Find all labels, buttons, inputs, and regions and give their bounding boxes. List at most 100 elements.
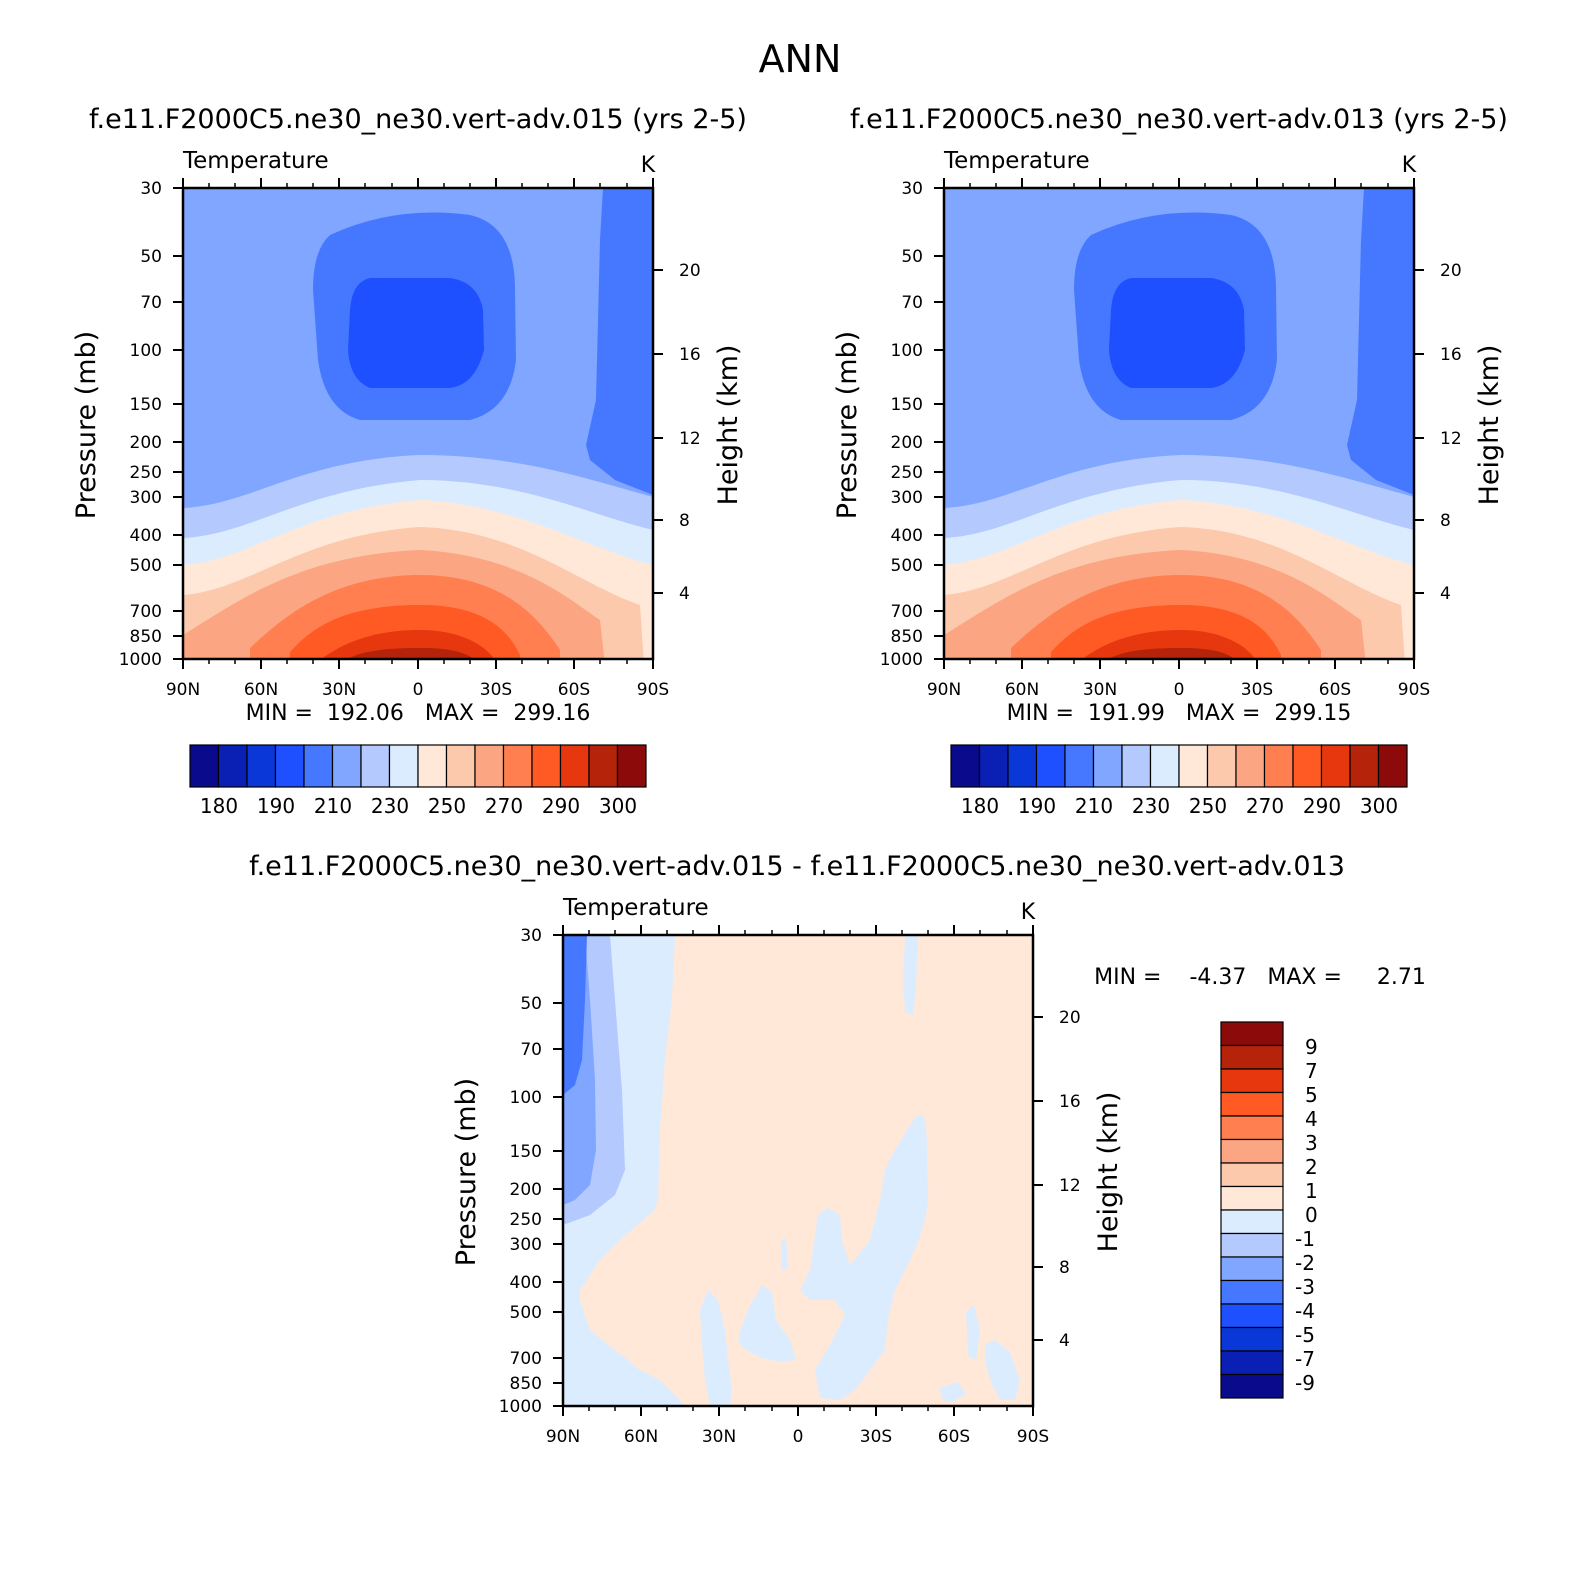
panel-1-ticks — [173, 178, 663, 669]
colorbar-1: 180 190 210 230 250 270 290 300 — [189, 744, 647, 818]
y-tick-label: 50 — [901, 247, 923, 267]
y-tick-label: 700 — [130, 602, 162, 622]
y-tick-label: 300 — [130, 488, 162, 508]
y-tick-label: 500 — [891, 556, 923, 576]
colorbar-3: 9 7 5 4 3 2 1 0 -1 -2 -3 -4 -5 -7 -9 — [1220, 1021, 1318, 1399]
y2-tick-label: 20 — [1440, 261, 1462, 281]
contour-fill-neg1-0-e — [781, 1238, 788, 1270]
panel-1-y-tick-labels: 30 50 70 100 150 200 250 300 400 500 700… — [119, 179, 162, 670]
panel-1-y2-tick-labels: 20 16 12 8 4 — [679, 261, 701, 604]
colorbar-box — [388, 744, 419, 788]
contour-fill-300b — [1108, 648, 1235, 659]
colorbar-box — [1220, 1138, 1284, 1164]
x-tick-label: 90S — [637, 680, 669, 700]
y-tick-label: 1000 — [880, 650, 923, 670]
contour-fill-210-polar — [586, 188, 653, 495]
panel-1: f.e11.F2000C5.ne30_ne30.vert-adv.015 (yr… — [71, 104, 747, 818]
colorbar-label: -5 — [1295, 1323, 1315, 1347]
colorbar-box — [1220, 1115, 1284, 1141]
colorbar-label: 210 — [314, 794, 352, 818]
colorbar-box — [1220, 1303, 1284, 1329]
colorbar-label: -4 — [1295, 1299, 1315, 1323]
x-tick-label: 30N — [702, 1427, 736, 1447]
y2-tick-label: 4 — [1440, 584, 1451, 604]
panel-2-minor-ticks — [969, 183, 1389, 664]
y-tick-label: 150 — [891, 395, 923, 415]
colorbar-box — [559, 744, 590, 788]
panel-2-y-axis-label: Pressure (mb) — [832, 331, 863, 519]
y-tick-label: 30 — [140, 179, 162, 199]
colorbar-box — [1092, 744, 1123, 788]
colorbar-box — [1220, 1068, 1284, 1094]
colorbar-label: 4 — [1305, 1107, 1318, 1131]
colorbar-box — [1035, 744, 1066, 788]
y-tick-label: 200 — [510, 1180, 542, 1200]
colorbar-box — [1320, 744, 1351, 788]
contour-fill-neg1-0-a — [903, 935, 918, 1015]
y-tick-label: 300 — [510, 1235, 542, 1255]
colorbar-label: -3 — [1295, 1275, 1315, 1299]
colorbar-label: 250 — [428, 794, 466, 818]
colorbar-3-boxes — [1220, 1021, 1284, 1399]
y-tick-label: 1000 — [499, 1397, 542, 1417]
y-tick-label: 300 — [891, 488, 923, 508]
y-tick-label: 1000 — [119, 650, 162, 670]
y-tick-label: 150 — [130, 395, 162, 415]
y-tick-label: 100 — [510, 1088, 542, 1108]
colorbar-label: 230 — [371, 794, 409, 818]
panel-2-y-tick-labels: 30 50 70 100 150 200 250 300 400 500 700… — [880, 179, 923, 670]
colorbar-box — [1220, 1256, 1284, 1282]
x-tick-label: 90N — [927, 680, 961, 700]
panel-2-ticks — [934, 178, 1424, 669]
colorbar-label: 190 — [1018, 794, 1056, 818]
colorbar-label: -2 — [1295, 1251, 1315, 1275]
x-tick-label: 30S — [480, 680, 512, 700]
contour-fill-300b — [347, 648, 474, 659]
y-tick-label: 250 — [510, 1210, 542, 1230]
panel-3-y-axis-label: Pressure (mb) — [451, 1078, 482, 1266]
y-tick-label: 50 — [520, 994, 542, 1014]
panel-2-contours — [944, 188, 1414, 659]
colorbar-label: -7 — [1295, 1347, 1315, 1371]
colorbar-label: 230 — [1132, 794, 1170, 818]
y-tick-label: 250 — [891, 463, 923, 483]
y2-tick-label: 16 — [1440, 345, 1462, 365]
colorbar-box — [331, 744, 362, 788]
colorbar-label: 290 — [542, 794, 580, 818]
panel-2-y2-axis-label: Height (km) — [1474, 345, 1505, 506]
panel-3: f.e11.F2000C5.ne30_ne30.vert-adv.015 - f… — [249, 851, 1426, 1447]
contour-fill-neg1-0-h — [940, 1382, 966, 1402]
colorbar-label: 5 — [1305, 1083, 1318, 1107]
colorbar-label: 250 — [1189, 794, 1227, 818]
y-tick-label: 30 — [901, 179, 923, 199]
y-tick-label: 70 — [901, 293, 923, 313]
colorbar-box — [1220, 1326, 1284, 1352]
colorbar-label: 9 — [1305, 1035, 1318, 1059]
colorbar-box — [1220, 1044, 1284, 1070]
colorbar-label: 180 — [200, 794, 238, 818]
colorbar-box — [1220, 1209, 1284, 1235]
colorbar-box — [1220, 1279, 1284, 1305]
x-tick-label: 30S — [860, 1427, 892, 1447]
contour-fill-neg1-0-g — [985, 1340, 1020, 1400]
y-tick-label: 100 — [891, 341, 923, 361]
x-tick-label: 60N — [624, 1427, 658, 1447]
contour-fill-200 — [1109, 278, 1245, 388]
colorbar-box — [417, 744, 448, 788]
colorbar-label: 0 — [1305, 1203, 1318, 1227]
colorbar-label: 7 — [1305, 1059, 1318, 1083]
colorbar-box — [1220, 1350, 1284, 1376]
colorbar-box — [1220, 1162, 1284, 1188]
y-tick-label: 250 — [130, 463, 162, 483]
y2-tick-label: 8 — [679, 511, 690, 531]
y2-tick-label: 4 — [1059, 1331, 1070, 1351]
colorbar-box — [1064, 744, 1095, 788]
y-tick-label: 200 — [130, 433, 162, 453]
panel-2-axes — [934, 178, 1424, 669]
colorbar-label: 270 — [1246, 794, 1284, 818]
contour-fill-neg1-0-f — [966, 1305, 980, 1360]
colorbar-label: 1 — [1305, 1179, 1318, 1203]
x-tick-label: 60S — [938, 1427, 970, 1447]
y-tick-label: 50 — [140, 247, 162, 267]
colorbar-label: 2 — [1305, 1155, 1318, 1179]
